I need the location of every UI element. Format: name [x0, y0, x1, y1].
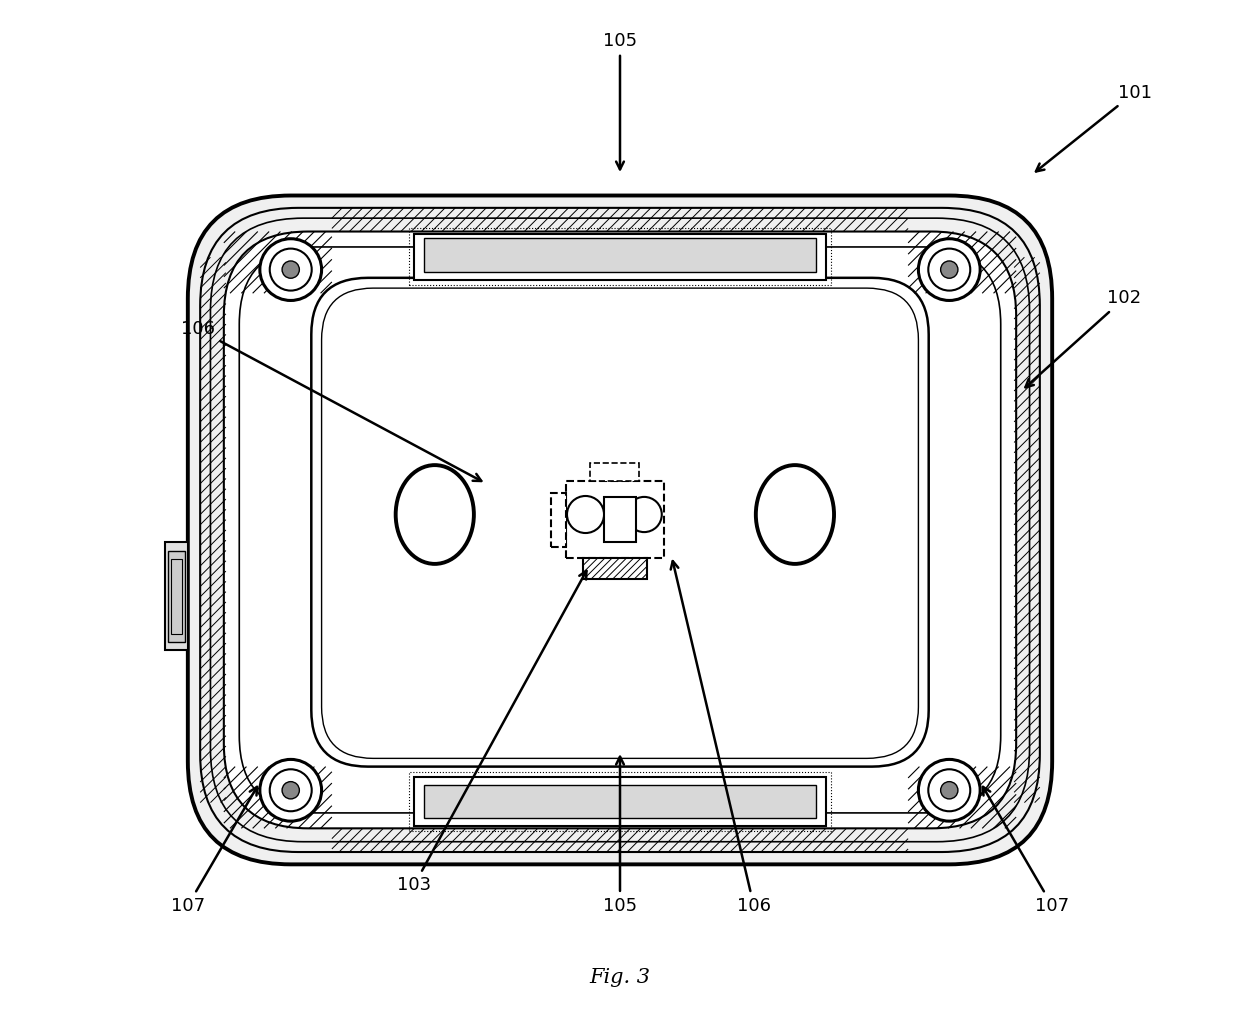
Ellipse shape — [756, 465, 835, 564]
Text: 105: 105 — [603, 756, 637, 915]
Bar — [414, 234, 826, 280]
Bar — [171, 559, 181, 634]
Circle shape — [567, 496, 604, 533]
Circle shape — [941, 782, 959, 799]
Text: 107: 107 — [983, 787, 1069, 915]
Circle shape — [919, 759, 980, 821]
Circle shape — [270, 249, 311, 290]
Circle shape — [281, 261, 299, 278]
FancyBboxPatch shape — [311, 278, 929, 767]
Bar — [551, 493, 565, 546]
Text: 106: 106 — [181, 320, 481, 481]
Bar — [565, 482, 663, 558]
Bar — [604, 497, 636, 542]
Bar — [590, 463, 640, 482]
Text: 103: 103 — [397, 571, 587, 894]
Text: 101: 101 — [1035, 83, 1152, 172]
FancyBboxPatch shape — [224, 232, 1016, 828]
Bar — [414, 777, 826, 826]
Circle shape — [270, 770, 311, 811]
Bar — [583, 558, 646, 578]
Circle shape — [626, 497, 662, 532]
Circle shape — [941, 261, 959, 278]
Ellipse shape — [396, 465, 474, 564]
Circle shape — [929, 249, 970, 290]
Circle shape — [919, 239, 980, 300]
Circle shape — [260, 759, 321, 821]
Text: 105: 105 — [603, 32, 637, 170]
FancyBboxPatch shape — [187, 196, 1053, 864]
Text: Fig. 3: Fig. 3 — [589, 968, 651, 987]
Bar — [409, 772, 831, 831]
Circle shape — [260, 239, 321, 300]
Bar — [409, 228, 831, 285]
Bar — [169, 551, 185, 642]
Text: 102: 102 — [1025, 289, 1141, 387]
Bar — [424, 785, 816, 818]
Bar — [424, 238, 816, 272]
Text: 106: 106 — [671, 561, 771, 915]
Circle shape — [281, 782, 299, 799]
Text: 107: 107 — [171, 787, 257, 915]
Circle shape — [929, 770, 970, 811]
Bar — [165, 542, 187, 650]
